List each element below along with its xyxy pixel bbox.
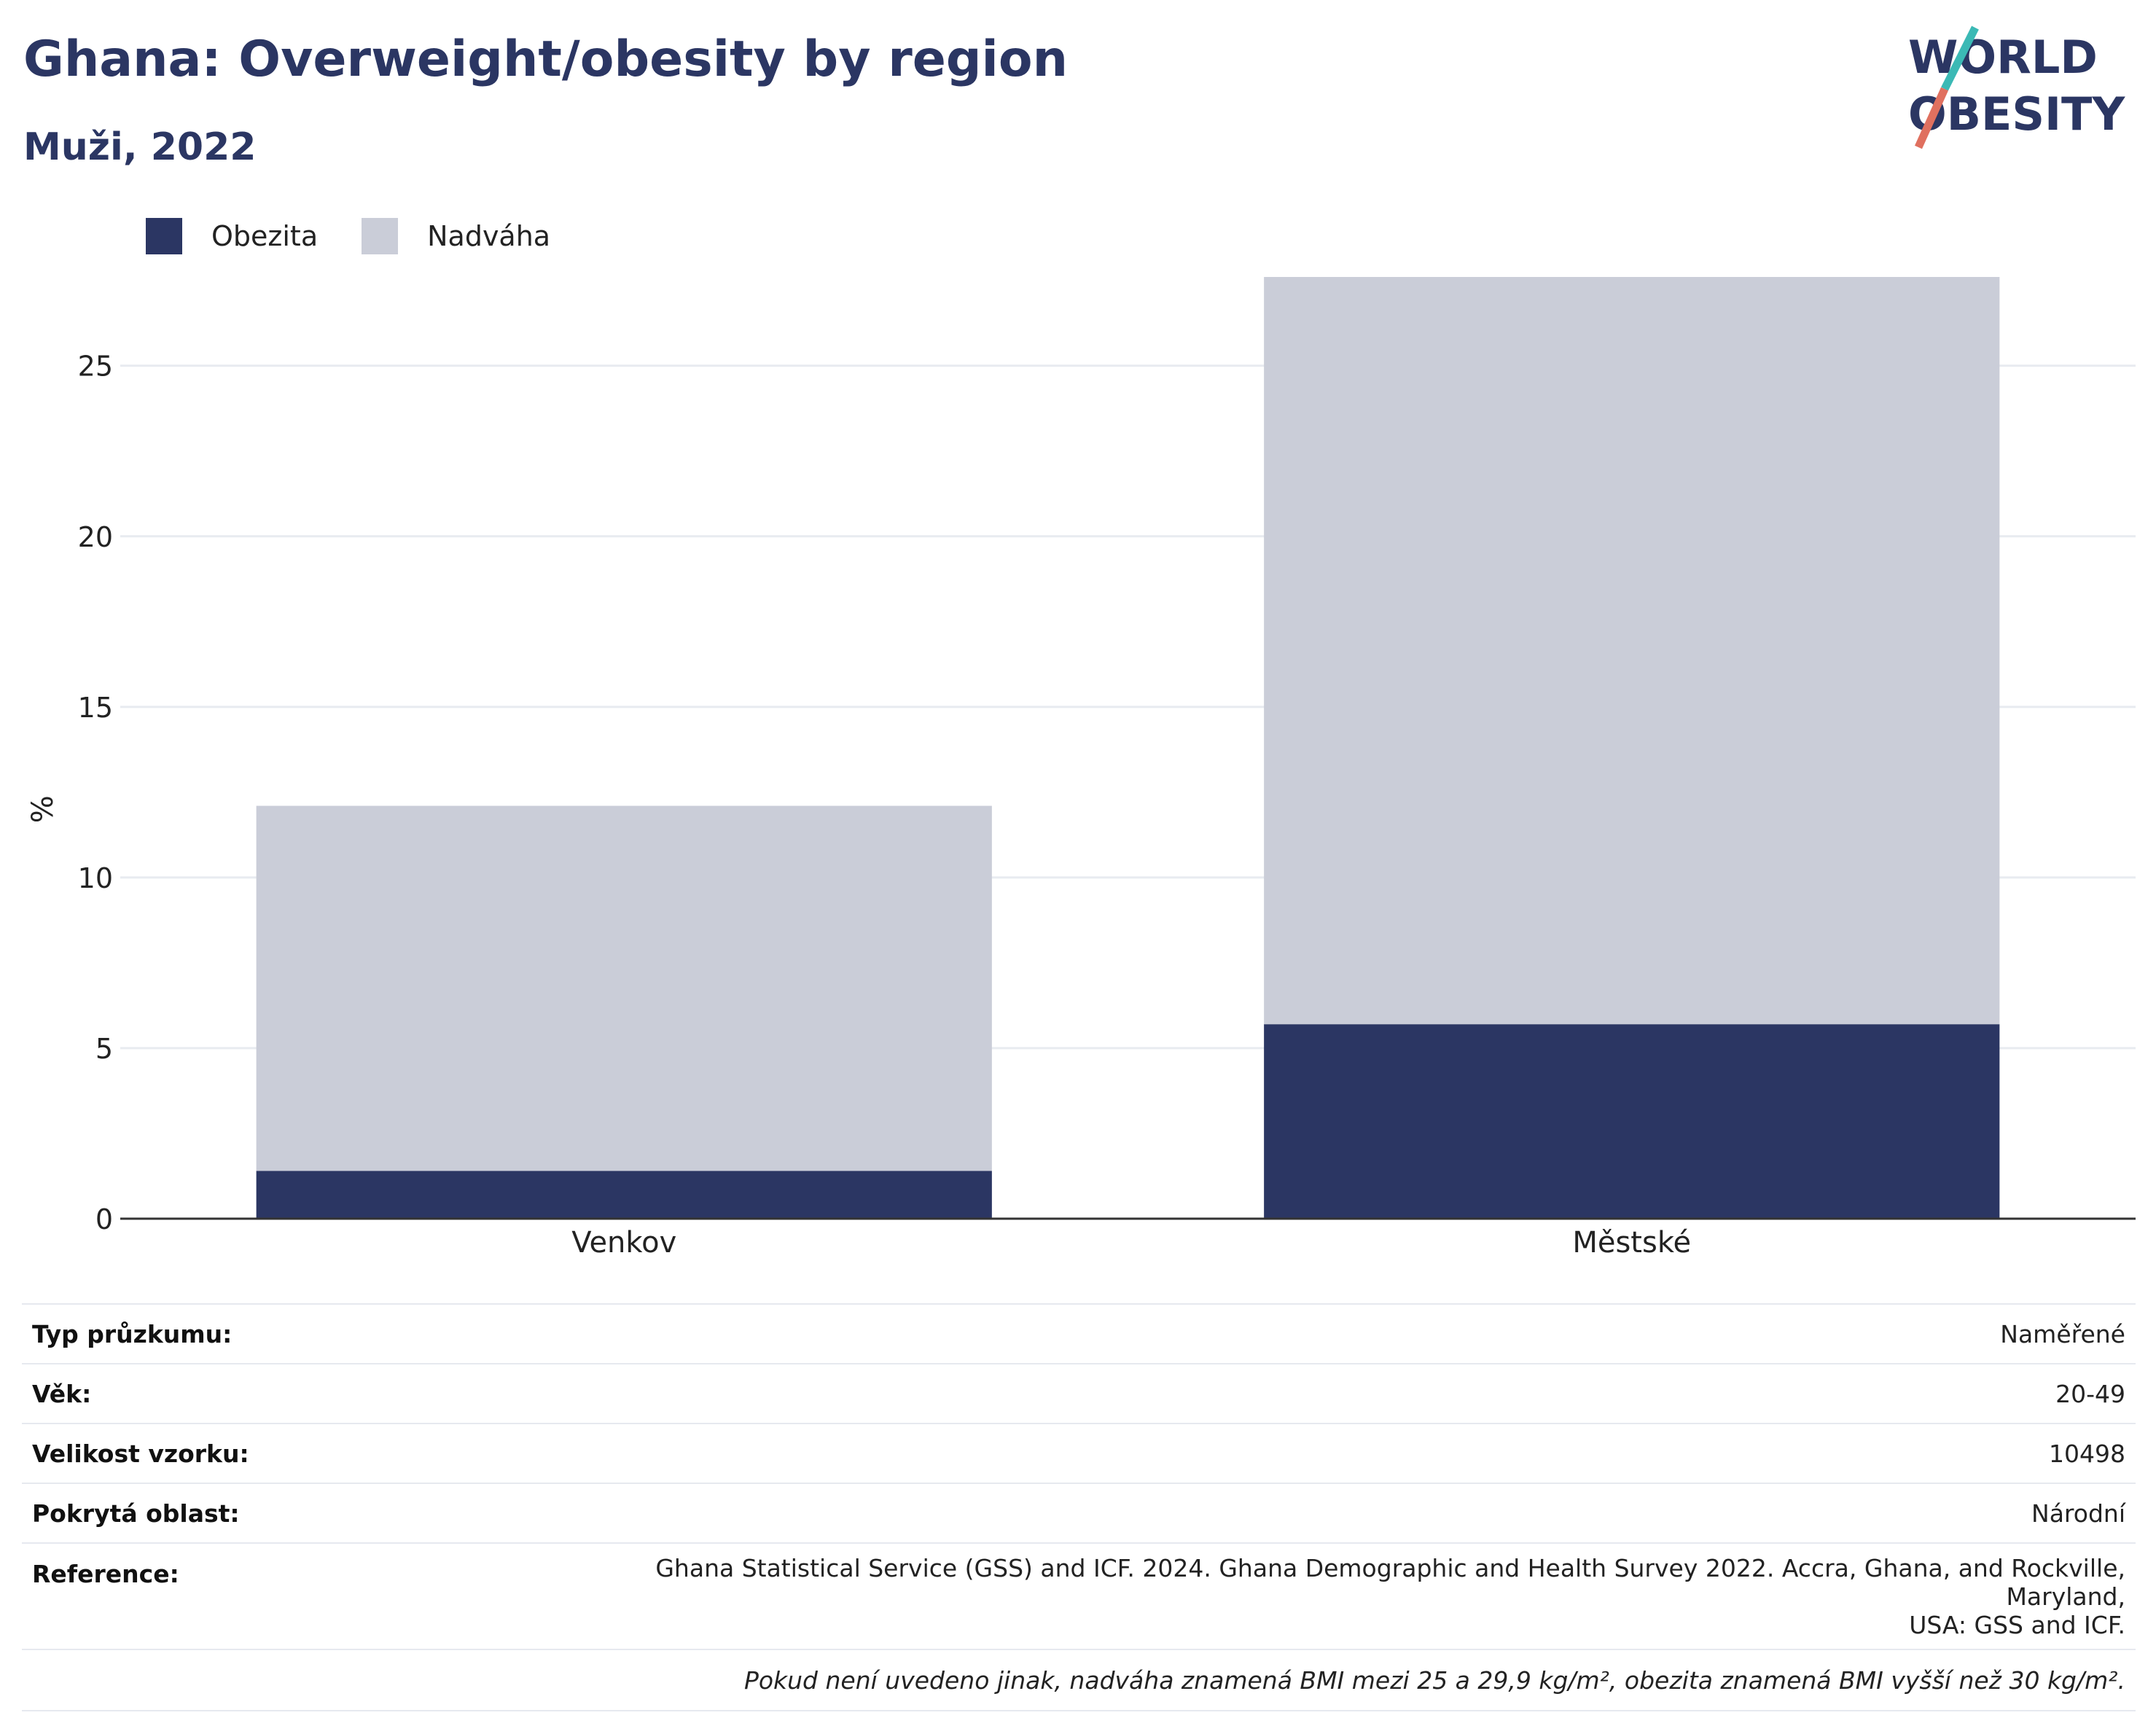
y-tick-label-5: 5: [95, 1033, 113, 1065]
legend-swatch-obezita: [146, 218, 182, 254]
y-tick-label-15: 15: [78, 692, 113, 724]
legend: Obezita Nadváha: [146, 216, 594, 257]
reference-label: Reference:: [22, 1542, 567, 1649]
bar-nadváha-1: [1264, 277, 2000, 1025]
logo-line1: WORLD: [1908, 31, 2098, 84]
legend-swatch-nadvaha: [362, 218, 399, 254]
chart-title: Ghana: Overweight/obesity by region: [23, 31, 1068, 88]
x-tick-label-0: Venkov: [571, 1226, 676, 1260]
info-row-note: Pokud není uvedeno jinak, nadváha znamen…: [22, 1649, 2136, 1711]
legend-item-nadvaha[interactable]: Nadváha: [362, 218, 550, 254]
chart-subtitle: Muži, 2022: [23, 125, 257, 169]
info-row-area: Pokrytá oblast: Národní: [22, 1483, 2136, 1543]
reference-line-2: USA: GSS and ICF.: [1909, 1610, 2125, 1639]
y-tick-label-20: 20: [78, 521, 113, 553]
y-tick-label-0: 0: [95, 1203, 113, 1235]
bar-obezita-1: [1264, 1024, 2000, 1219]
logo-slash-coral: [1914, 87, 1949, 149]
logo-slash-teal: [1941, 26, 1979, 91]
legend-label-nadvaha: Nadváha: [427, 220, 551, 252]
survey-type-value: Naměřené: [567, 1303, 2136, 1364]
info-row-sample-size: Velikost vzorku: 10498: [22, 1423, 2136, 1483]
y-tick-label-10: 10: [78, 862, 113, 894]
reference-line-1: Ghana Statistical Service (GSS) and ICF.…: [655, 1553, 2125, 1611]
area-value: Národní: [567, 1483, 2136, 1543]
bmi-note: Pokud není uvedeno jinak, nadváha znamen…: [22, 1649, 2136, 1711]
reference-value: Ghana Statistical Service (GSS) and ICF.…: [567, 1542, 2136, 1649]
area-label: Pokrytá oblast:: [22, 1483, 567, 1543]
info-table: Typ průzkumu: Naměřené Věk: 20-49 Veliko…: [22, 1303, 2136, 1711]
bar-obezita-0: [256, 1171, 992, 1219]
y-axis-label: %: [26, 795, 60, 823]
age-label: Věk:: [22, 1363, 567, 1423]
x-tick-label-1: Městské: [1572, 1226, 1691, 1260]
info-row-survey-type: Typ průzkumu: Naměřené: [22, 1303, 2136, 1364]
y-tick-label-25: 25: [78, 351, 113, 383]
info-row-age: Věk: 20-49: [22, 1363, 2136, 1423]
bar-chart: 0 5 10 15 20 25% Venkov Městské: [26, 277, 2136, 1260]
sample-size-label: Velikost vzorku:: [22, 1423, 567, 1483]
world-obesity-logo: WORLD OBESITY: [1908, 26, 2125, 149]
info-row-reference: Reference: Ghana Statistical Service (GS…: [22, 1542, 2136, 1649]
legend-label-obezita: Obezita: [211, 220, 319, 252]
bar-nadváha-0: [256, 805, 992, 1171]
sample-size-value: 10498: [567, 1423, 2136, 1483]
legend-item-obezita[interactable]: Obezita: [146, 218, 318, 254]
age-value: 20-49: [567, 1363, 2136, 1423]
survey-type-label: Typ průzkumu:: [22, 1303, 567, 1364]
